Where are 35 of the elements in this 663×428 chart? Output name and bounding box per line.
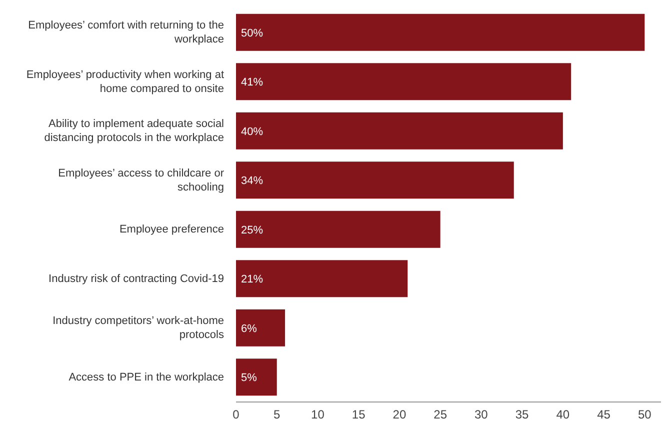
bar [236,14,645,51]
data-label: 21% [241,274,264,286]
data-label: 50% [241,27,264,40]
y-tick-label: Employees’ productivity when working at home compared to onsite [26,68,224,95]
y-tick-label: Industry competitors’ work-at-home protocols [52,315,224,342]
x-tick-label: 5 [274,408,281,422]
x-tick-label: 0 [232,408,240,422]
bar [236,309,286,346]
y-tick-label: Employees’ access to childcare or schooling [58,167,224,194]
data-label: 41% [241,76,264,89]
x-tick-label: 45 [597,408,611,422]
data-label: 6% [241,322,258,335]
y-tick-label: Employee preference [119,224,224,236]
y-tick-label: Access to PPE in the workplace [68,371,224,384]
bar [236,260,408,298]
data-label: 40% [241,126,264,138]
x-tick-label: 15 [352,408,366,422]
x-tick-label: 25 [434,408,448,422]
data-label: 34% [241,175,264,188]
data-label: 25% [241,224,264,236]
y-tick-label: Employees’ comfort with returning to the workplace [28,20,224,46]
y-tick-label: Ability to implement adequate social distancing protocols in the workplace [44,118,224,144]
x-tick-label: 20 [392,408,406,422]
bar [236,112,563,150]
data-label: 5% [241,372,258,384]
x-tick-label: 35 [515,408,530,422]
x-tick-label: 30 [474,408,488,422]
bar [236,63,572,100]
bar [236,210,440,248]
x-tick-label: 50 [638,408,652,422]
y-tick-label: Industry risk of contracting Covid-19 [48,272,224,285]
x-tick-label: 40 [556,408,570,422]
bar [236,358,277,396]
x-tick-label: 10 [311,408,325,422]
bar [236,162,514,199]
